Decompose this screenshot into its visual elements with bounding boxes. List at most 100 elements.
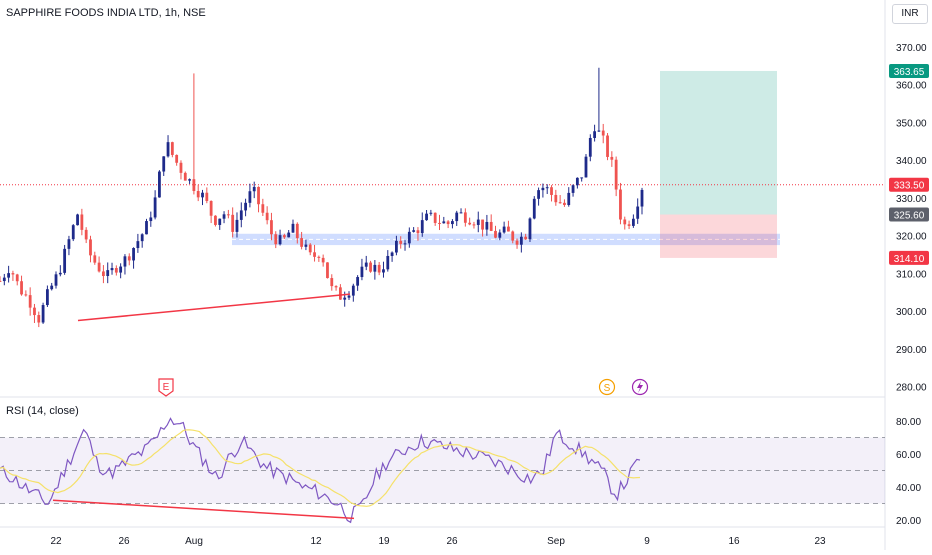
candle-body [627, 224, 631, 226]
candle-body [114, 268, 118, 273]
time-tick-4: 19 [378, 536, 390, 547]
candle-body [136, 241, 140, 249]
candle-body [563, 202, 566, 206]
candle-body [511, 231, 515, 241]
candle-body [386, 255, 390, 270]
candle-body [597, 130, 601, 132]
target-zone [660, 70, 777, 215]
time-tick-8: 16 [728, 536, 740, 547]
candle-body [407, 231, 411, 244]
candle-body [183, 172, 187, 181]
price-tick-4: 330.00 [896, 194, 927, 205]
candle-body [554, 194, 558, 203]
candle-body [351, 285, 355, 296]
candle-body [610, 156, 614, 160]
target-price-badge-bg [889, 63, 929, 78]
lightning-icon [637, 381, 643, 393]
candle-body [0, 280, 2, 282]
candle-body [558, 202, 562, 204]
candle-body [395, 240, 398, 253]
candle-body [537, 190, 540, 199]
candle-body [623, 219, 627, 225]
candle-body [489, 221, 493, 231]
candle-body [127, 256, 131, 261]
candle-body [300, 238, 304, 247]
candle-body [179, 162, 183, 173]
candle-body [317, 256, 321, 258]
candle-body [209, 200, 213, 216]
candle-body [399, 240, 403, 244]
candle-body [541, 187, 545, 191]
candle-body [295, 223, 299, 239]
candle-body [481, 219, 484, 230]
candle-body [593, 131, 597, 138]
candle-body [334, 286, 338, 288]
candle-body [170, 142, 174, 155]
candle-body [226, 214, 230, 216]
candle-body [463, 212, 467, 223]
candle-body [188, 179, 191, 181]
candle-body [308, 244, 312, 253]
candle-body [140, 234, 144, 242]
time-tick-7: 9 [644, 536, 650, 547]
candle-body [580, 177, 584, 179]
earnings-marker: E [158, 378, 174, 397]
candle-body [192, 179, 196, 192]
candle-body [425, 213, 428, 221]
candle-body [373, 264, 377, 272]
candle-body [502, 226, 506, 233]
candle-body [214, 215, 217, 225]
candle-body [248, 191, 252, 203]
candle-body [205, 192, 209, 201]
candle-body [412, 230, 416, 232]
candle-body [252, 186, 256, 192]
candle-body [265, 212, 269, 221]
price-divergence-line [77, 293, 351, 322]
candle-body [429, 212, 433, 214]
candle-body [175, 154, 179, 163]
candle-body [438, 222, 441, 224]
time-tick-5: 26 [446, 536, 458, 547]
price-tick-9: 280.00 [896, 383, 927, 394]
candle-body [347, 295, 351, 298]
candle-body [313, 252, 316, 257]
candle-body [416, 230, 420, 234]
candle-body [20, 281, 23, 295]
rsi-ma-line [0, 429, 641, 507]
candle-body [54, 274, 58, 286]
price-tick-0: 370.00 [896, 43, 927, 54]
entry-price-badge: 325.60 [894, 211, 925, 222]
candle-body [261, 204, 265, 213]
candle-body [528, 218, 532, 240]
earnings-label: E [163, 382, 170, 393]
candle-body [532, 198, 536, 219]
candle-body [321, 257, 325, 263]
candle-body [231, 214, 235, 232]
candle-body [7, 273, 11, 278]
candle-body [494, 230, 497, 238]
candle-body [420, 220, 424, 234]
candle-body [123, 256, 127, 267]
candle-body [41, 305, 45, 323]
candle-body [257, 186, 260, 205]
candle-body [601, 130, 605, 136]
candle-body [28, 295, 32, 308]
candle-body [584, 156, 588, 178]
currency-button[interactable]: INR [892, 4, 928, 24]
candle-body [636, 206, 640, 219]
candle-body [119, 266, 123, 273]
stop-price-badge: 314.10 [894, 254, 925, 265]
candle-body [519, 236, 523, 245]
candle-body [166, 142, 170, 157]
split-marker [631, 378, 649, 396]
candle-body [631, 218, 635, 226]
candle-body [507, 226, 510, 232]
candle-body [244, 202, 247, 211]
candle-body [89, 239, 92, 256]
candle-body [71, 225, 75, 240]
candle-body [158, 171, 161, 198]
candle-body [287, 232, 291, 238]
candle-body [45, 289, 49, 306]
